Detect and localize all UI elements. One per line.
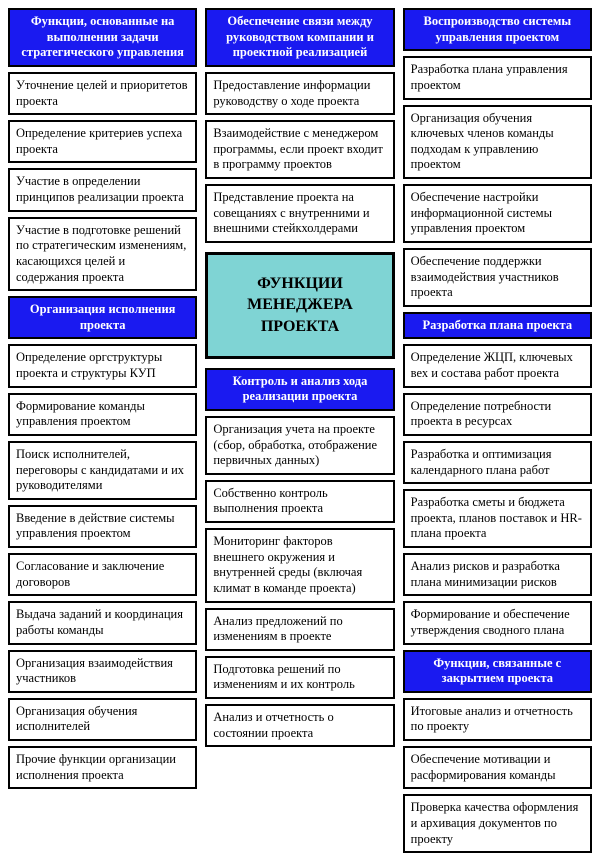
diagram-item: Мониторинг факторов внешнего окружения и… — [205, 528, 394, 603]
diagram-item: Уточнение целей и приоритетов проекта — [8, 72, 197, 115]
diagram-item: Представление проекта на совещаниях с вн… — [205, 184, 394, 243]
diagram-item: Прочие функции организации исполнения пр… — [8, 746, 197, 789]
diagram-item: Организация взаимодействия участников — [8, 650, 197, 693]
diagram-item: Обеспечение поддержки взаимодействия уча… — [403, 248, 592, 307]
group-header: Обеспечение связи между руководством ком… — [205, 8, 394, 67]
diagram-item: Итоговые анализ и отчетность по проекту — [403, 698, 592, 741]
diagram-item: Участие в подготовке решений по стратеги… — [8, 217, 197, 292]
group-header: Воспроизводство системы управления проек… — [403, 8, 592, 51]
diagram-item: Определение оргструктуры проекта и струк… — [8, 344, 197, 387]
diagram-item: Анализ и отчетность о состоянии проекта — [205, 704, 394, 747]
group-header: Контроль и анализ хода реализации проект… — [205, 368, 394, 411]
diagram-item: Разработка сметы и бюджета проекта, план… — [403, 489, 592, 548]
diagram-item: Организация учета на проекте (сбор, обра… — [205, 416, 394, 475]
diagram-item: Формирование и обеспечение утверждения с… — [403, 601, 592, 644]
diagram-item: Организация обучения ключевых членов ком… — [403, 105, 592, 180]
group-header: Разработка плана проекта — [403, 312, 592, 340]
diagram-item: Поиск исполнителей, переговоры с кандида… — [8, 441, 197, 500]
diagram-item: Обеспечение настройки информационной сис… — [403, 184, 592, 243]
group-header: Функции, основанные на выполнении задачи… — [8, 8, 197, 67]
diagram-item: Подготовка решений по изменениям и их ко… — [205, 656, 394, 699]
left-column: Функции, основанные на выполнении задачи… — [8, 8, 197, 789]
diagram-item: Определение ЖЦП, ключевых вех и состава … — [403, 344, 592, 387]
right-column: Воспроизводство системы управления проек… — [403, 8, 592, 853]
diagram-item: Предоставление информации руководству о … — [205, 72, 394, 115]
diagram-item: Собственно контроль выполнения проекта — [205, 480, 394, 523]
diagram-item: Проверка качества оформления и архивация… — [403, 794, 592, 853]
diagram-item: Введение в действие системы управления п… — [8, 505, 197, 548]
diagram-item: Определение потребности проекта в ресурс… — [403, 393, 592, 436]
diagram-item: Обеспечение мотивации и расформирования … — [403, 746, 592, 789]
diagram-item: Определение критериев успеха проекта — [8, 120, 197, 163]
diagram-item: Разработка и оптимизация календарного пл… — [403, 441, 592, 484]
diagram-item: Согласование и заключение договоров — [8, 553, 197, 596]
diagram-item: Анализ рисков и разработка плана минимиз… — [403, 553, 592, 596]
diagram-item: Формирование команды управления проектом — [8, 393, 197, 436]
diagram-item: Анализ предложений по изменениям в проек… — [205, 608, 394, 651]
diagram-item: Участие в определении принципов реализац… — [8, 168, 197, 211]
group-header: Функции, связанные с закрытием проекта — [403, 650, 592, 693]
middle-column: Обеспечение связи между руководством ком… — [205, 8, 394, 747]
diagram-item: Организация обучения исполнителей — [8, 698, 197, 741]
group-header: Организация исполнения проекта — [8, 296, 197, 339]
center-title: ФУНКЦИИ МЕНЕДЖЕРА ПРОЕКТА — [205, 252, 394, 359]
diagram-item: Выдача заданий и координация работы кома… — [8, 601, 197, 644]
diagram-columns: Функции, основанные на выполнении задачи… — [8, 8, 592, 853]
diagram-item: Взаимодействие с менеджером программы, е… — [205, 120, 394, 179]
diagram-item: Разработка плана управления проектом — [403, 56, 592, 99]
